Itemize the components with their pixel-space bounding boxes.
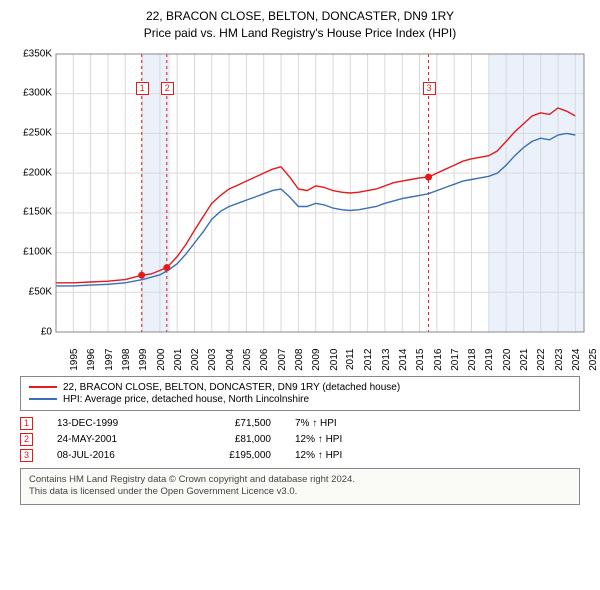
footnote-line-2: This data is licensed under the Open Gov… [29, 486, 571, 499]
x-tick-label: 1996 [86, 348, 97, 370]
line-chart: £0 £50K £100K £150K £200K £250K £300K £350K 199… [10, 48, 590, 368]
x-tick-label: 2024 [571, 348, 582, 370]
x-tick-label: 2009 [311, 348, 322, 370]
sale-date: 13-DEC-1999 [57, 418, 167, 429]
x-tick-label: 2021 [519, 348, 530, 370]
x-tick-label: 2025 [588, 348, 599, 370]
x-tick-label: 2017 [450, 348, 461, 370]
x-tick-label: 1995 [69, 348, 80, 370]
sale-pct: 12% ↑ HPI [295, 450, 395, 461]
chart-title-block: 22, BRACON CLOSE, BELTON, DONCASTER, DN9… [10, 8, 590, 42]
sale-price: £81,000 [191, 434, 271, 445]
legend-label: HPI: Average price, detached house, Nort… [63, 394, 309, 405]
sale-date: 08-JUL-2016 [57, 450, 167, 461]
y-tick-label: £250K [23, 128, 52, 139]
x-tick-label: 2006 [259, 348, 270, 370]
x-tick-label: 2011 [345, 348, 356, 370]
sales-table: 1 13-DEC-1999 £71,500 7% ↑ HPI 2 24-MAY-2001 £… [20, 417, 580, 462]
x-tick-label: 2016 [432, 348, 443, 370]
y-tick-label: £350K [23, 48, 52, 59]
event-marker-2: 2 [161, 82, 174, 95]
y-tick-label: £150K [23, 207, 52, 218]
title-line-1: 22, BRACON CLOSE, BELTON, DONCASTER, DN9… [10, 8, 590, 25]
event-marker-3: 3 [423, 82, 436, 95]
x-tick-label: 2012 [363, 348, 374, 370]
sale-row: 1 13-DEC-1999 £71,500 7% ↑ HPI [20, 417, 580, 430]
x-tick-label: 2002 [190, 348, 201, 370]
sale-marker-box: 2 [20, 433, 33, 446]
x-tick-label: 2008 [294, 348, 305, 370]
x-tick-label: 2000 [155, 348, 166, 370]
y-tick-label: £0 [41, 326, 52, 337]
y-tick-label: £100K [23, 247, 52, 258]
legend-item: HPI: Average price, detached house, Nort… [29, 394, 571, 405]
x-tick-label: 1999 [138, 348, 149, 370]
y-tick-label: £200K [23, 167, 52, 178]
legend-item: 22, BRACON CLOSE, BELTON, DONCASTER, DN9… [29, 382, 571, 393]
sale-price: £71,500 [191, 418, 271, 429]
chart-legend: 22, BRACON CLOSE, BELTON, DONCASTER, DN9… [20, 376, 580, 411]
footnote-line-1: Contains HM Land Registry data © Crown c… [29, 474, 571, 487]
x-tick-label: 2004 [225, 348, 236, 370]
y-axis-labels: £0£50K£100K£150K£200K£250K£300K£350K [10, 48, 54, 332]
chart-canvas [10, 48, 590, 368]
x-tick-label: 2015 [415, 348, 426, 370]
x-tick-label: 2003 [207, 348, 218, 370]
y-tick-label: £300K [23, 88, 52, 99]
x-tick-label: 2018 [467, 348, 478, 370]
sale-row: 3 08-JUL-2016 £195,000 12% ↑ HPI [20, 449, 580, 462]
x-tick-label: 2005 [242, 348, 253, 370]
title-line-2: Price paid vs. HM Land Registry's House … [10, 25, 590, 42]
legend-label: 22, BRACON CLOSE, BELTON, DONCASTER, DN9… [63, 382, 400, 393]
sale-pct: 7% ↑ HPI [295, 418, 395, 429]
sale-date: 24-MAY-2001 [57, 434, 167, 445]
y-tick-label: £50K [29, 286, 52, 297]
x-tick-label: 2020 [502, 348, 513, 370]
attribution-footnote: Contains HM Land Registry data © Crown c… [20, 468, 580, 506]
x-tick-label: 2014 [398, 348, 409, 370]
sale-price: £195,000 [191, 450, 271, 461]
x-tick-label: 2013 [380, 348, 391, 370]
x-tick-label: 2010 [328, 348, 339, 370]
x-tick-label: 1997 [103, 348, 114, 370]
sale-row: 2 24-MAY-2001 £81,000 12% ↑ HPI [20, 433, 580, 446]
event-marker-1: 1 [136, 82, 149, 95]
legend-swatch [29, 398, 57, 400]
x-tick-label: 1998 [121, 348, 132, 370]
x-tick-label: 2001 [173, 348, 184, 370]
legend-swatch [29, 386, 57, 388]
sale-marker-box: 1 [20, 417, 33, 430]
x-tick-label: 2019 [484, 348, 495, 370]
x-axis-labels: 1995 1996 1997 1998 1999 2000 2001 2002 2003 2004… [56, 334, 584, 368]
sale-marker-box: 3 [20, 449, 33, 462]
x-tick-label: 2007 [276, 348, 287, 370]
x-tick-label: 2023 [553, 348, 564, 370]
sale-pct: 12% ↑ HPI [295, 434, 395, 445]
x-tick-label: 2022 [536, 348, 547, 370]
